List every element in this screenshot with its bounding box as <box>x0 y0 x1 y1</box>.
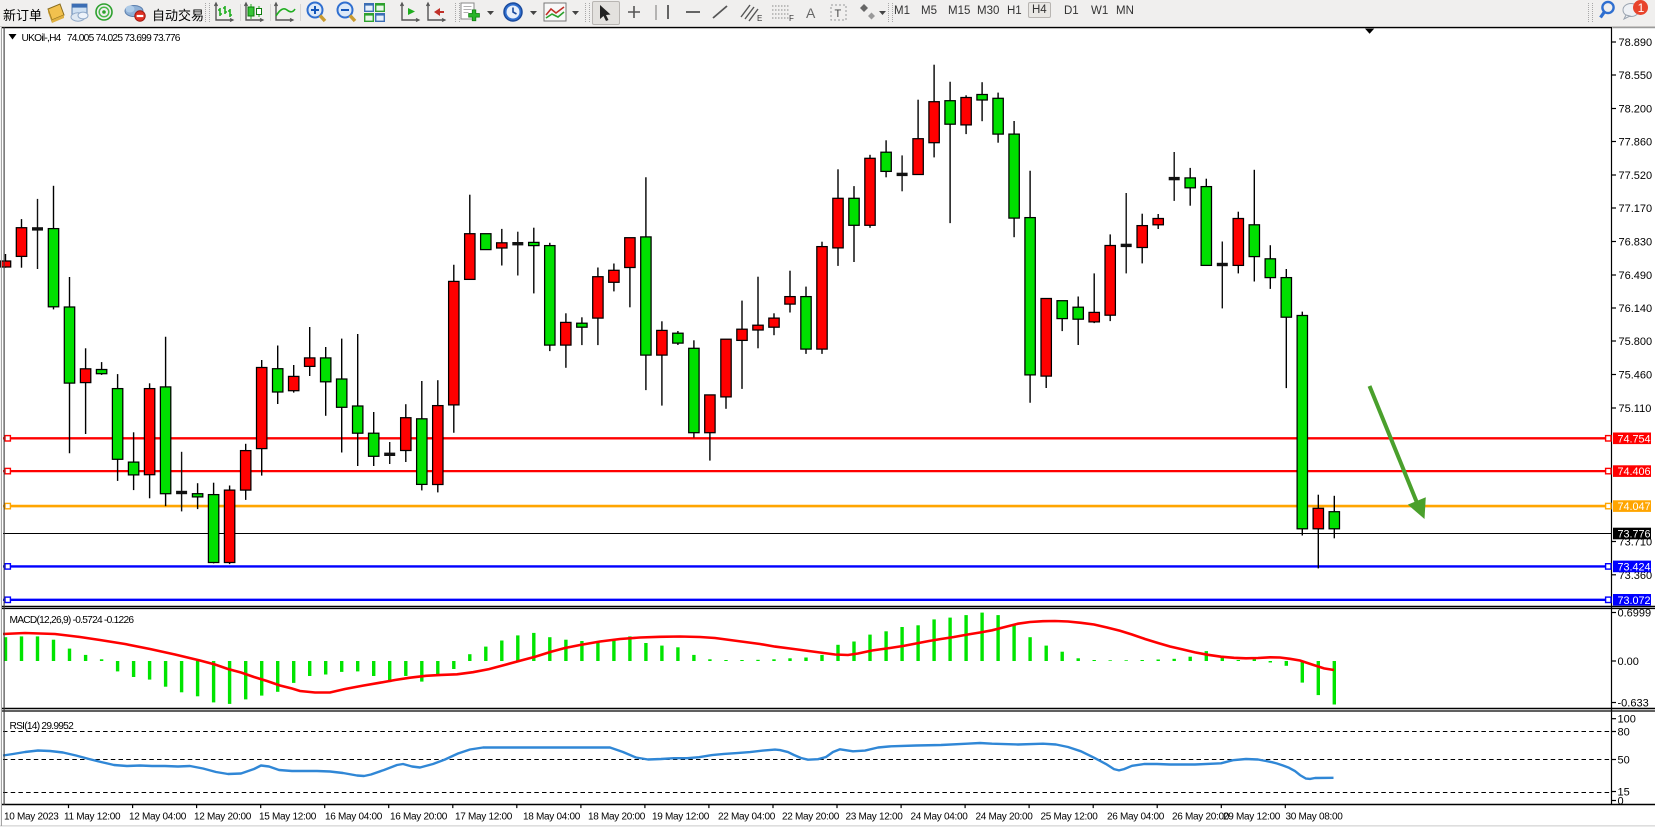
svg-text:0.00: 0.00 <box>1618 656 1639 668</box>
svg-text:74.754: 74.754 <box>1618 433 1651 445</box>
svg-text:76.830: 76.830 <box>1619 237 1653 249</box>
svg-text:15: 15 <box>1618 787 1630 799</box>
svg-text:18 May 20:00: 18 May 20:00 <box>588 812 646 823</box>
svg-text:77.860: 77.860 <box>1619 137 1653 149</box>
svg-text:73.424: 73.424 <box>1618 561 1651 573</box>
svg-text:26 May 04:00: 26 May 04:00 <box>1107 812 1165 823</box>
svg-text:29 May 12:00: 29 May 12:00 <box>1223 812 1281 823</box>
svg-text:24 May 04:00: 24 May 04:00 <box>911 812 969 823</box>
svg-text:78.890: 78.890 <box>1619 37 1653 49</box>
svg-text:A: A <box>806 5 816 21</box>
svg-text:77.520: 77.520 <box>1619 170 1653 182</box>
svg-text:50: 50 <box>1618 755 1630 767</box>
svg-text:15 May 12:00: 15 May 12:00 <box>259 812 317 823</box>
svg-text:UKOil-,H4 74.005 74.025 73.6: UKOil-,H4 74.005 74.025 73.699 73.776 <box>22 33 181 44</box>
svg-text:16 May 20:00: 16 May 20:00 <box>390 812 448 823</box>
svg-text:17 May 12:00: 17 May 12:00 <box>455 812 513 823</box>
svg-text:RSI(14) 29.9952: RSI(14) 29.9952 <box>10 721 75 732</box>
svg-text:73.710: 73.710 <box>1619 537 1653 549</box>
svg-text:22 May 04:00: 22 May 04:00 <box>718 812 776 823</box>
svg-text:78.200: 78.200 <box>1619 104 1653 116</box>
svg-text:F: F <box>789 14 794 23</box>
svg-text:1: 1 <box>1638 1 1645 15</box>
svg-text:11 May 12:00: 11 May 12:00 <box>64 812 121 823</box>
svg-text:26 May 20:00: 26 May 20:00 <box>1172 812 1230 823</box>
svg-text:E: E <box>757 14 762 23</box>
svg-text:30 May 08:00: 30 May 08:00 <box>1286 812 1344 823</box>
svg-text:80: 80 <box>1618 727 1630 739</box>
svg-text:-0.633: -0.633 <box>1618 698 1649 710</box>
svg-text:73.072: 73.072 <box>1618 595 1651 607</box>
svg-text:18 May 04:00: 18 May 04:00 <box>523 812 581 823</box>
svg-text:77.170: 77.170 <box>1619 203 1653 215</box>
svg-text:24 May 20:00: 24 May 20:00 <box>976 812 1034 823</box>
svg-text:25 May 12:00: 25 May 12:00 <box>1041 812 1099 823</box>
svg-text:75.110: 75.110 <box>1619 403 1652 415</box>
svg-text:0.6999: 0.6999 <box>1618 608 1652 620</box>
svg-text:73.360: 73.360 <box>1619 570 1653 582</box>
svg-text:75.460: 75.460 <box>1619 370 1653 382</box>
svg-text:0: 0 <box>1618 796 1624 808</box>
svg-text:10 May 2023: 10 May 2023 <box>4 812 59 823</box>
svg-text:76.140: 76.140 <box>1619 303 1653 315</box>
svg-text:74.406: 74.406 <box>1618 466 1651 478</box>
svg-text:74.047: 74.047 <box>1618 501 1651 513</box>
svg-text:73.776: 73.776 <box>1618 529 1651 541</box>
svg-text:23 May 12:00: 23 May 12:00 <box>846 812 904 823</box>
svg-text:76.490: 76.490 <box>1619 270 1653 282</box>
svg-text:12 May 20:00: 12 May 20:00 <box>194 812 252 823</box>
svg-text:16 May 04:00: 16 May 04:00 <box>325 812 383 823</box>
svg-text:T: T <box>835 8 842 20</box>
svg-text:78.550: 78.550 <box>1619 70 1653 82</box>
svg-text:19 May 12:00: 19 May 12:00 <box>652 812 710 823</box>
svg-text:75.800: 75.800 <box>1619 336 1653 348</box>
svg-text:MACD(12,26,9) -0.5724 -0.1226: MACD(12,26,9) -0.5724 -0.1226 <box>10 615 135 626</box>
svg-text:12 May 04:00: 12 May 04:00 <box>129 812 187 823</box>
svg-text:22 May 20:00: 22 May 20:00 <box>782 812 840 823</box>
svg-text:100: 100 <box>1618 714 1636 726</box>
